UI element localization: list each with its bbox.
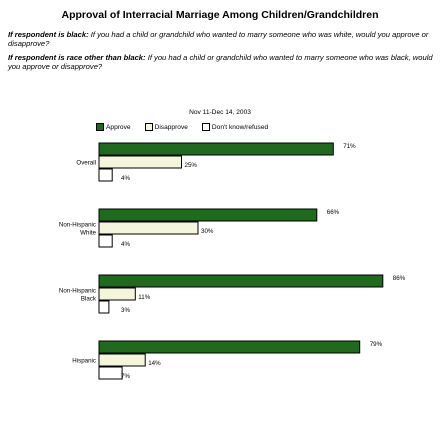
question-other: If respondent is race other than black: … [8,53,436,71]
value-label-hispanic-approve: 79% [370,341,383,348]
survey-date: Nov 11-Dec 14, 2003 [189,109,251,116]
legend-swatch-dont-know [201,123,210,131]
value-label-non-hispanic-white-approve: 66% [327,209,340,216]
question-black-text: If you had a child or grandchild who wan… [8,30,429,48]
value-label-non-hispanic-black-disapprove: 11% [138,294,150,301]
legend-label-disapprove: Disapprove [154,123,188,131]
bar-non-hispanic-black-disapprove [98,287,136,301]
bar-non-hispanic-black-approve [98,274,384,288]
value-label-overall-disapprove: 25% [185,162,198,169]
category-label-hispanic: Hispanic [72,358,96,365]
bar-non-hispanic-white-dont-know [98,234,113,248]
category-label-non-hispanic-black-1: Non-Hispanic [59,288,96,295]
value-label-overall-approve: 71% [343,143,356,150]
value-label-hispanic-dont-know: 7% [121,373,130,380]
question-other-text: If you had a child or grandchild who wan… [8,53,433,71]
legend: Approve Disapprove Don't know/refused [96,123,268,131]
value-label-non-hispanic-white-dont-know: 4% [121,241,130,248]
question-other-prefix: If respondent is race other than black: [8,53,146,62]
bar-non-hispanic-white-approve [98,208,318,222]
value-label-hispanic-disapprove: 14% [148,360,161,367]
bar-non-hispanic-black-dont-know [98,300,110,314]
question-black: If respondent is black: If you had a chi… [8,30,436,48]
legend-swatch-disapprove [144,123,153,131]
bar-non-hispanic-white-disapprove [98,221,199,235]
value-label-non-hispanic-black-approve: 86% [393,275,406,282]
value-label-overall-dont-know: 4% [121,175,130,182]
legend-label-approve: Approve [106,123,131,131]
bar-hispanic-approve [98,340,361,354]
legend-swatch-approve [96,123,104,131]
category-label-non-hispanic-black-2: Black [81,296,97,303]
legend-item-approve: Approve [96,123,131,131]
bar-overall-dont-know [98,168,113,182]
bar-hispanic-dont-know [98,366,123,380]
legend-label-dont-know: Don't know/refused [211,123,269,131]
chart-title: Approval of Interracial Marriage Among C… [61,9,379,21]
category-label-overall: Overall [76,160,96,167]
value-label-non-hispanic-white-disapprove: 30% [201,228,214,235]
category-label-non-hispanic-white-2: White [80,230,96,237]
legend-item-dont-know: Don't know/refused [201,123,269,131]
legend-item-disapprove: Disapprove [144,123,188,131]
category-label-non-hispanic-white-1: Non-Hispanic [59,222,96,229]
bar-overall-disapprove [98,155,182,169]
value-label-non-hispanic-black-dont-know: 3% [121,307,130,314]
bar-hispanic-disapprove [98,353,146,367]
bar-overall-approve [98,142,334,156]
question-black-prefix: If respondent is black: [8,30,89,39]
